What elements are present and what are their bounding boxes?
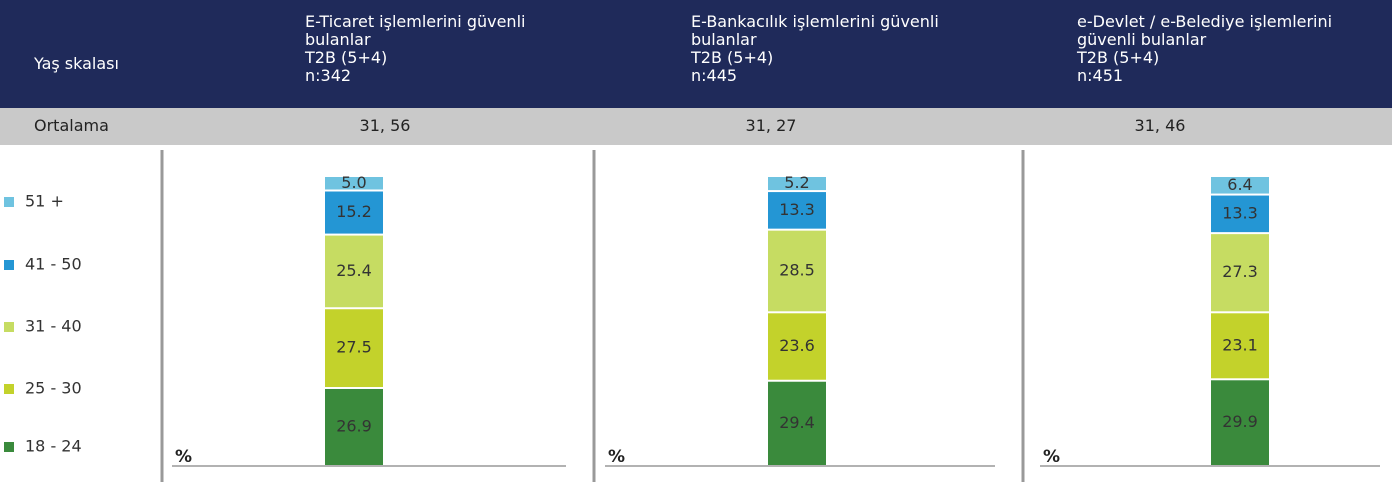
data-label: 29.4: [779, 413, 815, 432]
column-title: bulanlar: [691, 30, 757, 49]
data-label: 15.2: [336, 202, 372, 221]
data-label: 23.6: [779, 336, 815, 355]
average-value: 31, 46: [1134, 116, 1186, 135]
legend-label: 25 - 30: [25, 379, 82, 398]
average-row: Ortalama 31, 56 31, 27 31, 46: [0, 108, 1392, 145]
column-measure: T2B (5+4): [305, 48, 388, 67]
average-value: 31, 56: [359, 116, 411, 135]
bar-segment: [1211, 177, 1269, 194]
bar-segment: [768, 313, 826, 380]
data-label: 26.9: [336, 416, 372, 435]
bar-segment: [1211, 234, 1269, 312]
legend-swatch: [4, 197, 14, 207]
column-measure: T2B (5+4): [691, 48, 774, 67]
bar-segment: [325, 177, 383, 190]
data-label: 25.4: [336, 261, 372, 280]
data-label: 28.5: [779, 260, 815, 279]
data-label: 6.4: [1227, 175, 1252, 194]
bar-segment: [768, 177, 826, 191]
bar-segment: [768, 192, 826, 229]
legend-swatch: [4, 322, 14, 332]
data-label: 5.2: [784, 173, 809, 192]
column-n: n:342: [305, 66, 352, 85]
data-label: 27.5: [336, 338, 372, 357]
y-axis-label: %: [608, 447, 625, 467]
column-title: bulanlar: [305, 30, 371, 49]
data-label: 13.3: [779, 200, 815, 219]
legend-label: 31 - 40: [25, 317, 82, 336]
column-measure: T2B (5+4): [1077, 48, 1160, 67]
y-axis-label: %: [1043, 447, 1060, 467]
legend-swatch: [4, 260, 14, 270]
data-label: 29.9: [1222, 412, 1258, 431]
header: Yaş skalası E-Ticaret işlemlerini güvenl…: [0, 0, 1392, 108]
legend-label: 51 +: [25, 192, 64, 211]
bar-segment: [325, 388, 383, 465]
column-title: E-Bankacılık işlemlerini güvenli: [691, 12, 939, 31]
bar-segment: [1211, 195, 1269, 233]
bar-segment: [768, 230, 826, 312]
bar-segment: [325, 191, 383, 234]
legend-swatch: [4, 384, 14, 394]
column-n: n:451: [1077, 66, 1124, 85]
y-axis-label: %: [175, 447, 192, 467]
column-title: E-Ticaret işlemlerini güvenli: [305, 12, 526, 31]
data-label: 23.1: [1222, 335, 1258, 354]
row-label: Yaş skalası: [34, 54, 119, 73]
data-label: 5.0: [341, 173, 366, 192]
data-label: 27.3: [1222, 262, 1258, 281]
column-n: n:445: [691, 66, 738, 85]
legend-swatch: [4, 442, 14, 452]
bar-segment: [768, 381, 826, 465]
bar-segment: [1211, 380, 1269, 465]
bar-segment: [1211, 313, 1269, 379]
column-title: e-Devlet / e-Belediye işlemlerini: [1077, 12, 1333, 31]
data-label: 13.3: [1222, 203, 1258, 222]
column-title: güvenli bulanlar: [1077, 30, 1207, 49]
bar-segment: [325, 235, 383, 308]
average-label: Ortalama: [34, 116, 109, 135]
average-value: 31, 27: [745, 116, 797, 135]
bar-segment: [325, 309, 383, 387]
legend-label: 18 - 24: [25, 437, 82, 456]
legend-label: 41 - 50: [25, 255, 82, 274]
